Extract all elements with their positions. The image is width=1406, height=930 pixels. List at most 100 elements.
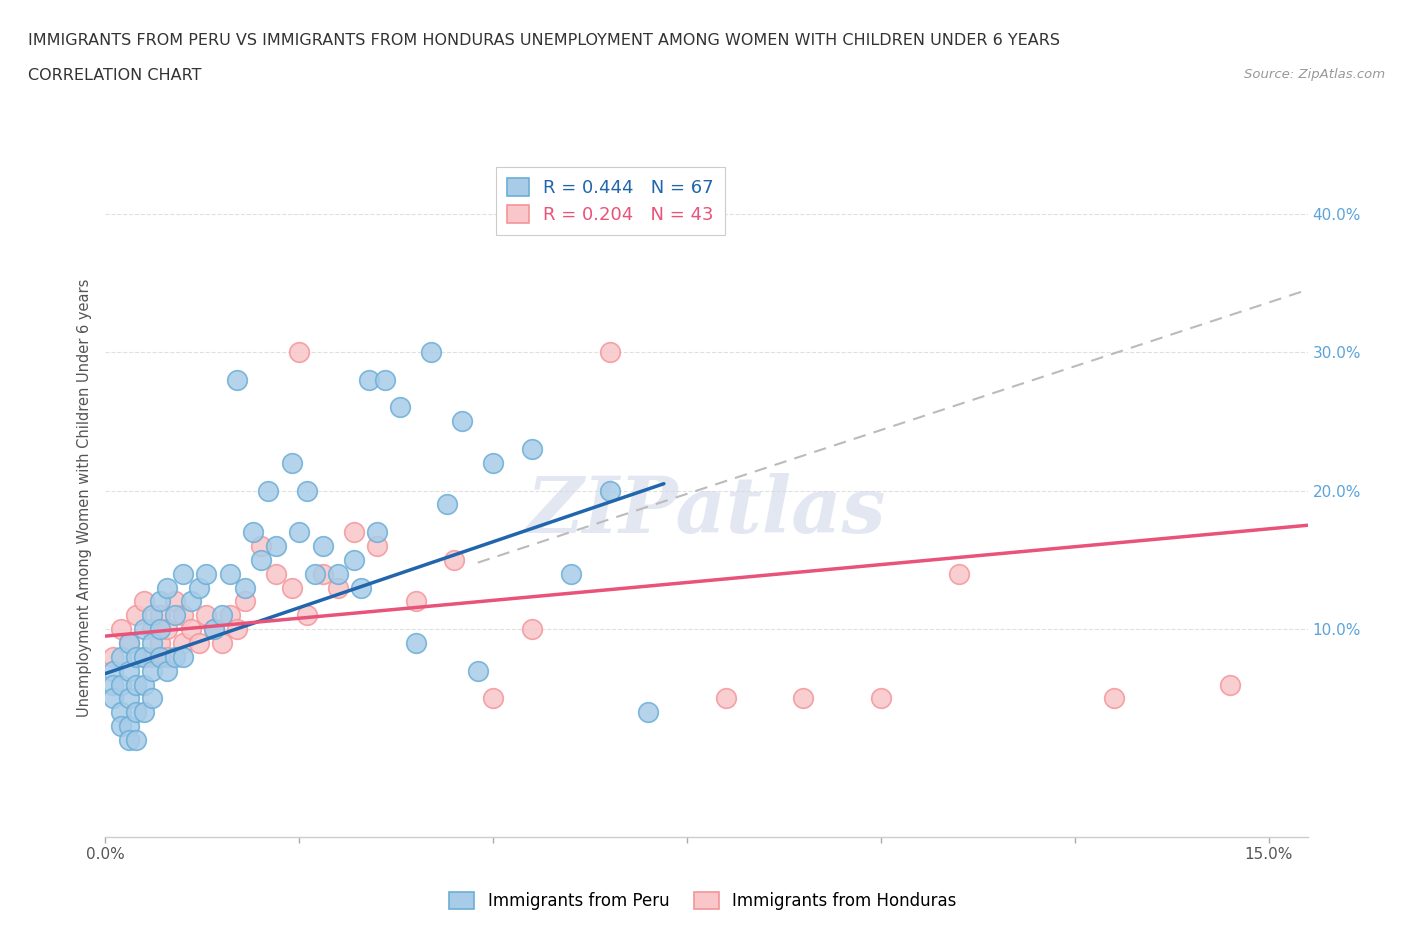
Text: IMMIGRANTS FROM PERU VS IMMIGRANTS FROM HONDURAS UNEMPLOYMENT AMONG WOMEN WITH C: IMMIGRANTS FROM PERU VS IMMIGRANTS FROM …: [28, 33, 1060, 47]
Point: [187, 580, 209, 595]
Point: [125, 705, 148, 720]
Point: [172, 649, 194, 664]
Point: [118, 635, 141, 650]
Point: [141, 691, 163, 706]
Point: [187, 635, 209, 650]
Point: [141, 635, 163, 650]
Point: [134, 705, 156, 720]
Point: [405, 594, 427, 609]
Point: [520, 622, 543, 637]
Point: [172, 608, 194, 623]
Text: CORRELATION CHART: CORRELATION CHART: [28, 68, 201, 83]
Point: [467, 663, 489, 678]
Point: [714, 691, 737, 706]
Point: [165, 608, 187, 623]
Point: [134, 649, 156, 664]
Point: [420, 345, 443, 360]
Point: [359, 372, 381, 387]
Point: [295, 484, 318, 498]
Point: [389, 400, 412, 415]
Point: [304, 566, 326, 581]
Point: [249, 552, 271, 567]
Point: [202, 622, 225, 637]
Point: [792, 691, 814, 706]
Point: [156, 663, 179, 678]
Point: [242, 525, 264, 539]
Point: [118, 663, 141, 678]
Point: [156, 649, 179, 664]
Text: ZIPatlas: ZIPatlas: [527, 472, 886, 550]
Point: [141, 608, 163, 623]
Point: [295, 608, 318, 623]
Point: [149, 608, 172, 623]
Point: [288, 525, 311, 539]
Point: [326, 566, 349, 581]
Point: [233, 580, 256, 595]
Point: [195, 566, 218, 581]
Point: [103, 677, 125, 692]
Point: [366, 538, 388, 553]
Point: [311, 566, 333, 581]
Point: [165, 649, 187, 664]
Point: [134, 649, 156, 664]
Point: [149, 649, 172, 664]
Point: [149, 594, 172, 609]
Point: [218, 608, 240, 623]
Point: [118, 719, 141, 734]
Point: [202, 622, 225, 637]
Point: [436, 497, 458, 512]
Point: [233, 594, 256, 609]
Point: [125, 649, 148, 664]
Point: [103, 649, 125, 664]
Point: [280, 456, 302, 471]
Legend: Immigrants from Peru, Immigrants from Honduras: Immigrants from Peru, Immigrants from Ho…: [443, 885, 963, 917]
Point: [149, 622, 172, 637]
Point: [110, 719, 132, 734]
Point: [165, 594, 187, 609]
Point: [264, 538, 287, 553]
Point: [311, 538, 333, 553]
Point: [520, 442, 543, 457]
Legend: R = 0.444   N = 67, R = 0.204   N = 43: R = 0.444 N = 67, R = 0.204 N = 43: [496, 167, 724, 234]
Point: [366, 525, 388, 539]
Point: [482, 691, 505, 706]
Point: [110, 622, 132, 637]
Point: [443, 552, 465, 567]
Point: [226, 372, 249, 387]
Point: [125, 733, 148, 748]
Point: [180, 622, 202, 637]
Point: [1219, 677, 1241, 692]
Point: [195, 608, 218, 623]
Point: [134, 677, 156, 692]
Point: [948, 566, 970, 581]
Point: [125, 608, 148, 623]
Y-axis label: Unemployment Among Women with Children Under 6 years: Unemployment Among Women with Children U…: [77, 278, 93, 717]
Point: [343, 525, 366, 539]
Point: [350, 580, 373, 595]
Point: [141, 663, 163, 678]
Point: [870, 691, 893, 706]
Point: [141, 622, 163, 637]
Point: [110, 649, 132, 664]
Point: [172, 566, 194, 581]
Point: [110, 705, 132, 720]
Point: [451, 414, 474, 429]
Point: [211, 608, 233, 623]
Text: Source: ZipAtlas.com: Source: ZipAtlas.com: [1244, 68, 1385, 81]
Point: [249, 538, 271, 553]
Point: [218, 566, 240, 581]
Point: [226, 622, 249, 637]
Point: [156, 622, 179, 637]
Point: [326, 580, 349, 595]
Point: [211, 635, 233, 650]
Point: [118, 733, 141, 748]
Point: [637, 705, 659, 720]
Point: [374, 372, 396, 387]
Point: [125, 677, 148, 692]
Point: [288, 345, 311, 360]
Point: [343, 552, 366, 567]
Point: [405, 635, 427, 650]
Point: [149, 635, 172, 650]
Point: [118, 691, 141, 706]
Point: [103, 691, 125, 706]
